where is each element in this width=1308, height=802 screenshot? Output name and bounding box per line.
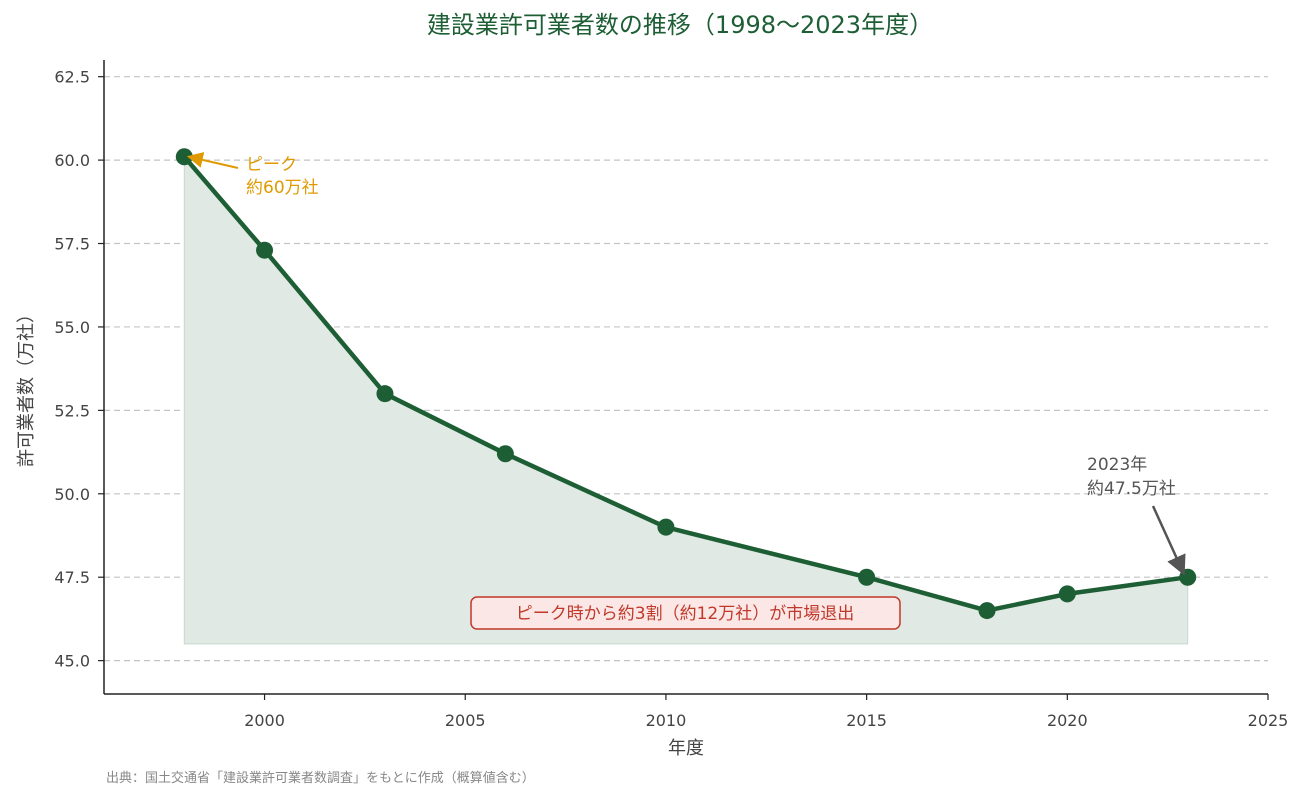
decline-box-text: ピーク時から約3割（約12万社）が市場退出 — [516, 604, 854, 624]
end-annotation-line1: 2023年 — [1087, 455, 1147, 475]
y-ticks: 45.0 47.5 50.0 52.5 55.0 57.5 60.0 62.5 — [54, 68, 104, 671]
x-tick-label: 2020 — [1047, 711, 1088, 730]
data-point — [376, 385, 394, 403]
data-point — [1058, 585, 1076, 603]
x-tick-label: 2005 — [445, 711, 486, 730]
data-point — [978, 602, 996, 620]
area-fill — [183, 155, 1189, 645]
y-tick-label: 45.0 — [54, 652, 90, 671]
y-tick-label: 50.0 — [54, 485, 90, 504]
data-point — [858, 568, 876, 586]
peak-arrow — [186, 152, 239, 169]
axes — [103, 60, 1268, 695]
x-tick-label: 2015 — [846, 711, 887, 730]
y-tick-label: 60.0 — [54, 151, 90, 170]
x-tick-label: 2010 — [646, 711, 687, 730]
x-ticks: 2000 2005 2010 2015 2020 2025 — [244, 694, 1288, 730]
x-tick-label: 2025 — [1248, 711, 1289, 730]
data-point — [657, 518, 675, 536]
chart-title: 建設業許可業者数の推移（1998～2023年度） — [427, 11, 933, 39]
peak-annotation-line2: 約60万社 — [246, 178, 319, 198]
data-point — [256, 241, 274, 259]
y-axis-label: 許可業者数（万社） — [16, 305, 37, 467]
data-point — [496, 445, 514, 463]
y-tick-label: 57.5 — [54, 235, 90, 254]
end-annotation-line2: 約47.5万社 — [1087, 479, 1176, 499]
y-tick-label: 62.5 — [54, 68, 90, 87]
decline-box — [470, 596, 901, 630]
y-tick-label: 47.5 — [54, 568, 90, 587]
y-tick-label: 52.5 — [54, 401, 90, 420]
x-tick-label: 2000 — [244, 711, 285, 730]
source-note: 出典：国土交通省「建設業許可業者数調査」をもとに作成（概算値含む） — [106, 770, 535, 786]
peak-annotation-line1: ピーク — [246, 155, 297, 175]
x-axis-label: 年度 — [668, 738, 704, 759]
end-arrow — [1151, 505, 1186, 576]
y-tick-label: 55.0 — [54, 318, 90, 337]
